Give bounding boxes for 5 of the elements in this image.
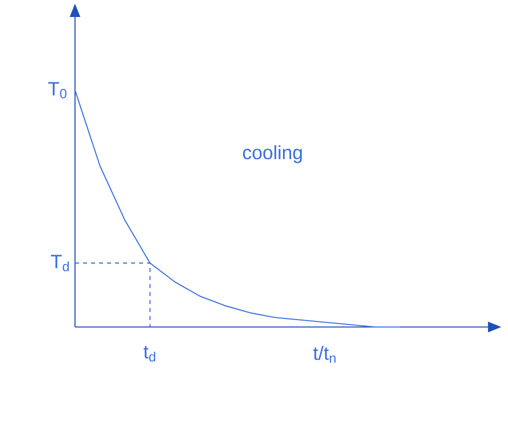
- annotation: cooling: [243, 145, 302, 164]
- ref-line-label: T$_{d}$: [50, 254, 69, 272]
- x-axis-title: t/t$_{n}$: [313, 346, 336, 363]
- annotation: T$_{0}$: [48, 82, 66, 98]
- text: t$_{d}$: [144, 346, 156, 362]
